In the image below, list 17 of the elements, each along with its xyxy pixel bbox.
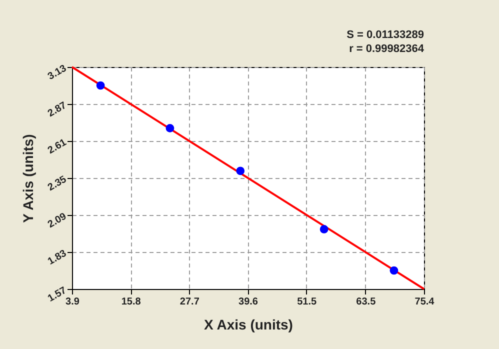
x-axis-title: X Axis (units) xyxy=(204,316,293,332)
y-axis-title: Y Axis (units) xyxy=(20,134,36,223)
x-tick-label: 39.6 xyxy=(238,296,258,308)
x-tick-label: 51.5 xyxy=(297,296,318,308)
text: S = 0.01133289 xyxy=(346,29,424,41)
y-tick-label: 1.83 xyxy=(46,248,69,268)
y-tick-label: 2.87 xyxy=(46,100,69,120)
x-tick-label: 63.5 xyxy=(356,296,376,308)
x-tick-label: 27.7 xyxy=(180,296,200,308)
y-tick-label: 3.13 xyxy=(46,62,69,82)
y-tick-label: 2.35 xyxy=(46,174,69,194)
x-tick-label: 15.8 xyxy=(121,296,142,308)
y-tick-label: 2.61 xyxy=(46,136,69,156)
x-tick-label: 75.4 xyxy=(414,296,435,308)
y-tick-label: 2.09 xyxy=(46,210,69,230)
text: r = 0.99982364 xyxy=(349,43,425,55)
x-tick-label: 3.9 xyxy=(66,296,80,308)
